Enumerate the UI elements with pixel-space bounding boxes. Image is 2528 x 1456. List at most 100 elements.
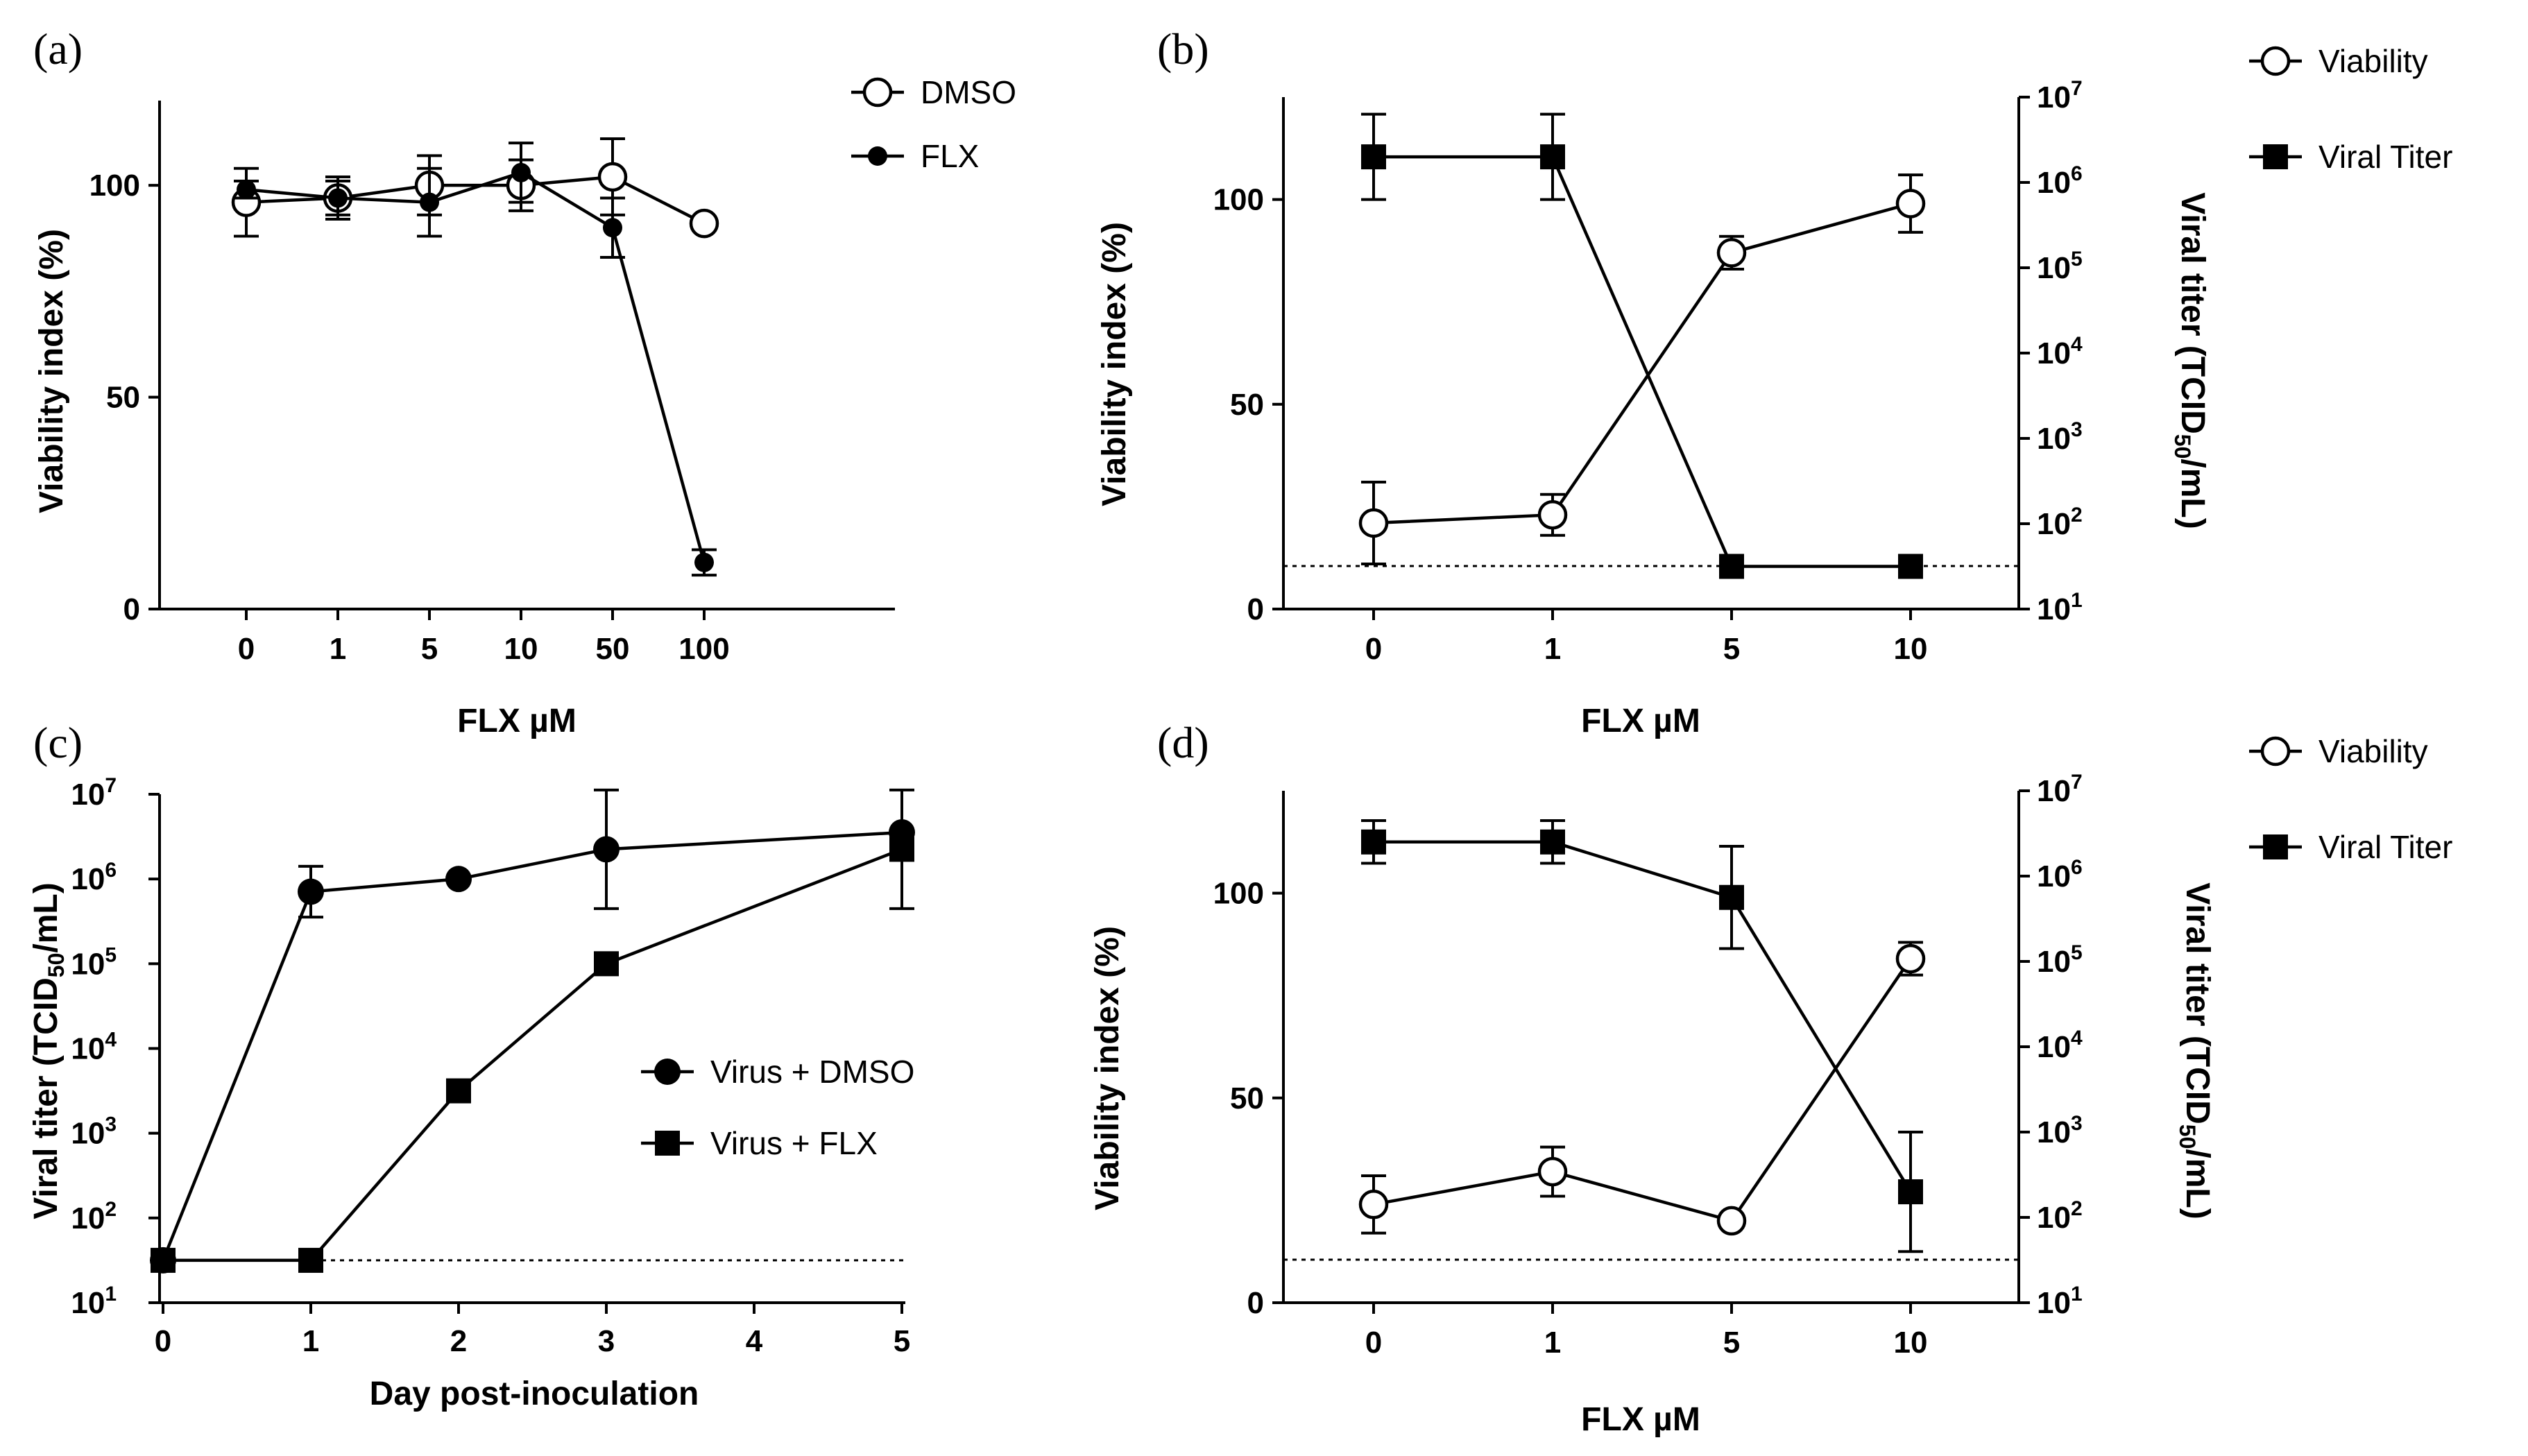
panel-c-x-axis-title: Day post-inoculation: [370, 1376, 699, 1412]
panel-a-label: (a): [33, 24, 83, 74]
panel-c-y-tick-label: 105: [71, 943, 117, 981]
panel-d: (d) FLX µM Viability index (%) Viral tit…: [1089, 718, 2216, 1438]
panel-a-point: [328, 188, 348, 208]
panel-c-point: [594, 951, 619, 977]
panel-d-point: [1540, 829, 1565, 855]
panel-d-y2-tick-label: 103: [2037, 1112, 2083, 1149]
panel-c-legend-dmso: Virus + DMSO: [641, 1054, 914, 1090]
panel-b-legend-viral-titer-marker: [2263, 144, 2288, 169]
panel-c-y-tick-label: 106: [71, 859, 117, 896]
panel-d-y-tick-label: 0: [1247, 1286, 1264, 1320]
panel-d-y-tick-label: 50: [1230, 1081, 1264, 1115]
panel-d-x-tick-label: 0: [1365, 1326, 1382, 1360]
panel-d-legend-viability-label: Viability: [2318, 733, 2428, 769]
panel-d-y2-tick-label: 104: [2037, 1027, 2083, 1064]
panel-b-legend-viability: Viability: [2249, 43, 2428, 79]
panel-d-y2-tick-label: 105: [2037, 941, 2083, 979]
panel-b-x-tick-label: 5: [1723, 632, 1740, 666]
panel-d-series-viability: [1358, 941, 1926, 1236]
panel-c-legend: Virus + DMSO Virus + FLX: [641, 1054, 914, 1161]
panel-b-legend-viability-marker: [2260, 46, 2291, 76]
panel-a-legend-dmso: DMSO: [851, 74, 1016, 110]
panel-d-legend: Viability Viral Titer: [2249, 733, 2452, 865]
panel-c-point: [151, 1247, 176, 1273]
panel-b-point: [1540, 144, 1565, 170]
panel-a-y-tick-label: 0: [123, 592, 140, 626]
panel-d-y2-axis-title: Viral titer (TCID50/mL): [2175, 882, 2216, 1219]
panel-c-legend-flx-label: Virus + FLX: [710, 1125, 878, 1161]
panel-c-x-tick-label: 5: [894, 1324, 910, 1358]
panel-d-x-tick-label: 1: [1544, 1326, 1561, 1360]
panel-a-y-tick-label: 100: [89, 169, 140, 203]
panel-c-series-flx: [151, 788, 914, 1273]
panel-c-legend-flx-marker: [655, 1131, 680, 1156]
panel-b-y-axis-title: Viability index (%): [1096, 222, 1133, 506]
panel-a-legend-flx: FLX: [851, 138, 979, 174]
panel-b-x-tick-label: 10: [1894, 632, 1928, 666]
panel-d-legend-viability: Viability: [2249, 733, 2428, 769]
panel-d-point: [1895, 943, 1926, 974]
panel-a: (a) FLX µM Viability index (%): [33, 24, 577, 739]
panel-d-series-viral-titer: [1361, 819, 1923, 1253]
panel-b-y-tick-label: 50: [1230, 388, 1264, 422]
panel-c-point: [446, 1078, 471, 1104]
panel-c-point: [889, 837, 914, 862]
panel-a-y-tick-label: 50: [106, 381, 140, 415]
panel-a-point: [420, 192, 439, 212]
panel-a-y-axis-title: Viability index (%): [33, 229, 70, 513]
panel-b-legend-viral-titer: Viral Titer: [2249, 139, 2452, 175]
panel-d-series-line: [1374, 840, 1912, 1193]
panel-c-y-tick-label: 102: [71, 1198, 117, 1235]
panel-c-legend-dmso-label: Virus + DMSO: [710, 1054, 914, 1090]
panel-d-point: [1361, 829, 1386, 855]
panel-d-y-tick-label: 100: [1213, 877, 1264, 911]
panel-d-legend-viral-titer-label: Viral Titer: [2318, 829, 2452, 865]
panel-c-x-tick-label: 1: [302, 1324, 319, 1358]
panel-c-y-tick-label: 107: [71, 774, 117, 812]
panel-a-x-axis-title: FLX µM: [457, 703, 577, 739]
panel-d-point: [1719, 884, 1744, 910]
panel-a-x-tick-label: 5: [421, 632, 438, 666]
panel-c-y-tick-label: 104: [71, 1029, 117, 1066]
panel-b-y2-tick-label: 104: [2037, 333, 2083, 370]
panel-c-x-tick-label: 0: [155, 1324, 171, 1358]
panel-d-point: [1358, 1190, 1389, 1219]
panel-b-point: [1361, 144, 1386, 170]
panel-d-point: [1537, 1156, 1568, 1187]
panel-d-x-tick-label: 10: [1894, 1326, 1928, 1360]
panel-b-y2-axis-title: Viral titer (TCID50/mL): [2170, 192, 2211, 529]
panel-b-point: [1895, 189, 1926, 219]
panel-b-plot: 0 50 100 101 102 103 104 105 106 107 0 1 5 10 Viabilit…: [1213, 43, 2453, 666]
panel-b-point: [1716, 238, 1747, 268]
panel-b-y2-tick-label: 105: [2037, 248, 2083, 285]
panel-b-y2-tick-label: 107: [2037, 77, 2083, 114]
panel-d-series-line: [1373, 957, 1912, 1223]
panel-b-y2-tick-label: 103: [2037, 418, 2083, 456]
panel-a-legend-flx-marker: [868, 146, 887, 166]
panel-a-legend-flx-label: FLX: [921, 138, 979, 174]
panel-c-point: [298, 878, 324, 905]
panel-a-point: [689, 208, 719, 239]
panel-b-y-tick-label: 0: [1247, 592, 1264, 626]
panel-b-series-viral-titer: [1361, 112, 1923, 579]
panel-b-point: [1898, 554, 1923, 579]
panel-a-series-flx: [234, 142, 717, 577]
panel-c-x-tick-label: 3: [598, 1324, 615, 1358]
panel-d-y-axis-title: Viability index (%): [1089, 926, 1126, 1210]
panel-a-point: [694, 552, 714, 572]
panel-a-series-line: [246, 171, 706, 563]
panel-a-point: [597, 162, 628, 192]
panel-c-y-tick-label: 103: [71, 1113, 117, 1151]
panel-b-y2-tick-label: 101: [2037, 589, 2083, 626]
panel-c-y-axis-title: Viral titer (TCID50/mL): [28, 882, 69, 1219]
panel-a-x-tick-label: 10: [504, 632, 538, 666]
panel-c-y-tick-label: 101: [71, 1283, 117, 1320]
panel-a-legend: DMSO FLX: [851, 74, 1016, 174]
panel-b-legend-viability-label: Viability: [2318, 43, 2428, 79]
panel-b-label: (b): [1157, 24, 1209, 74]
panel-d-y2-tick-label: 107: [2037, 771, 2083, 808]
panel-a-point: [511, 162, 531, 182]
panel-d-plot: 0 50 100 101 102 103 104 105 106 107 0 1 5 10 Viabilit…: [1213, 733, 2453, 1360]
